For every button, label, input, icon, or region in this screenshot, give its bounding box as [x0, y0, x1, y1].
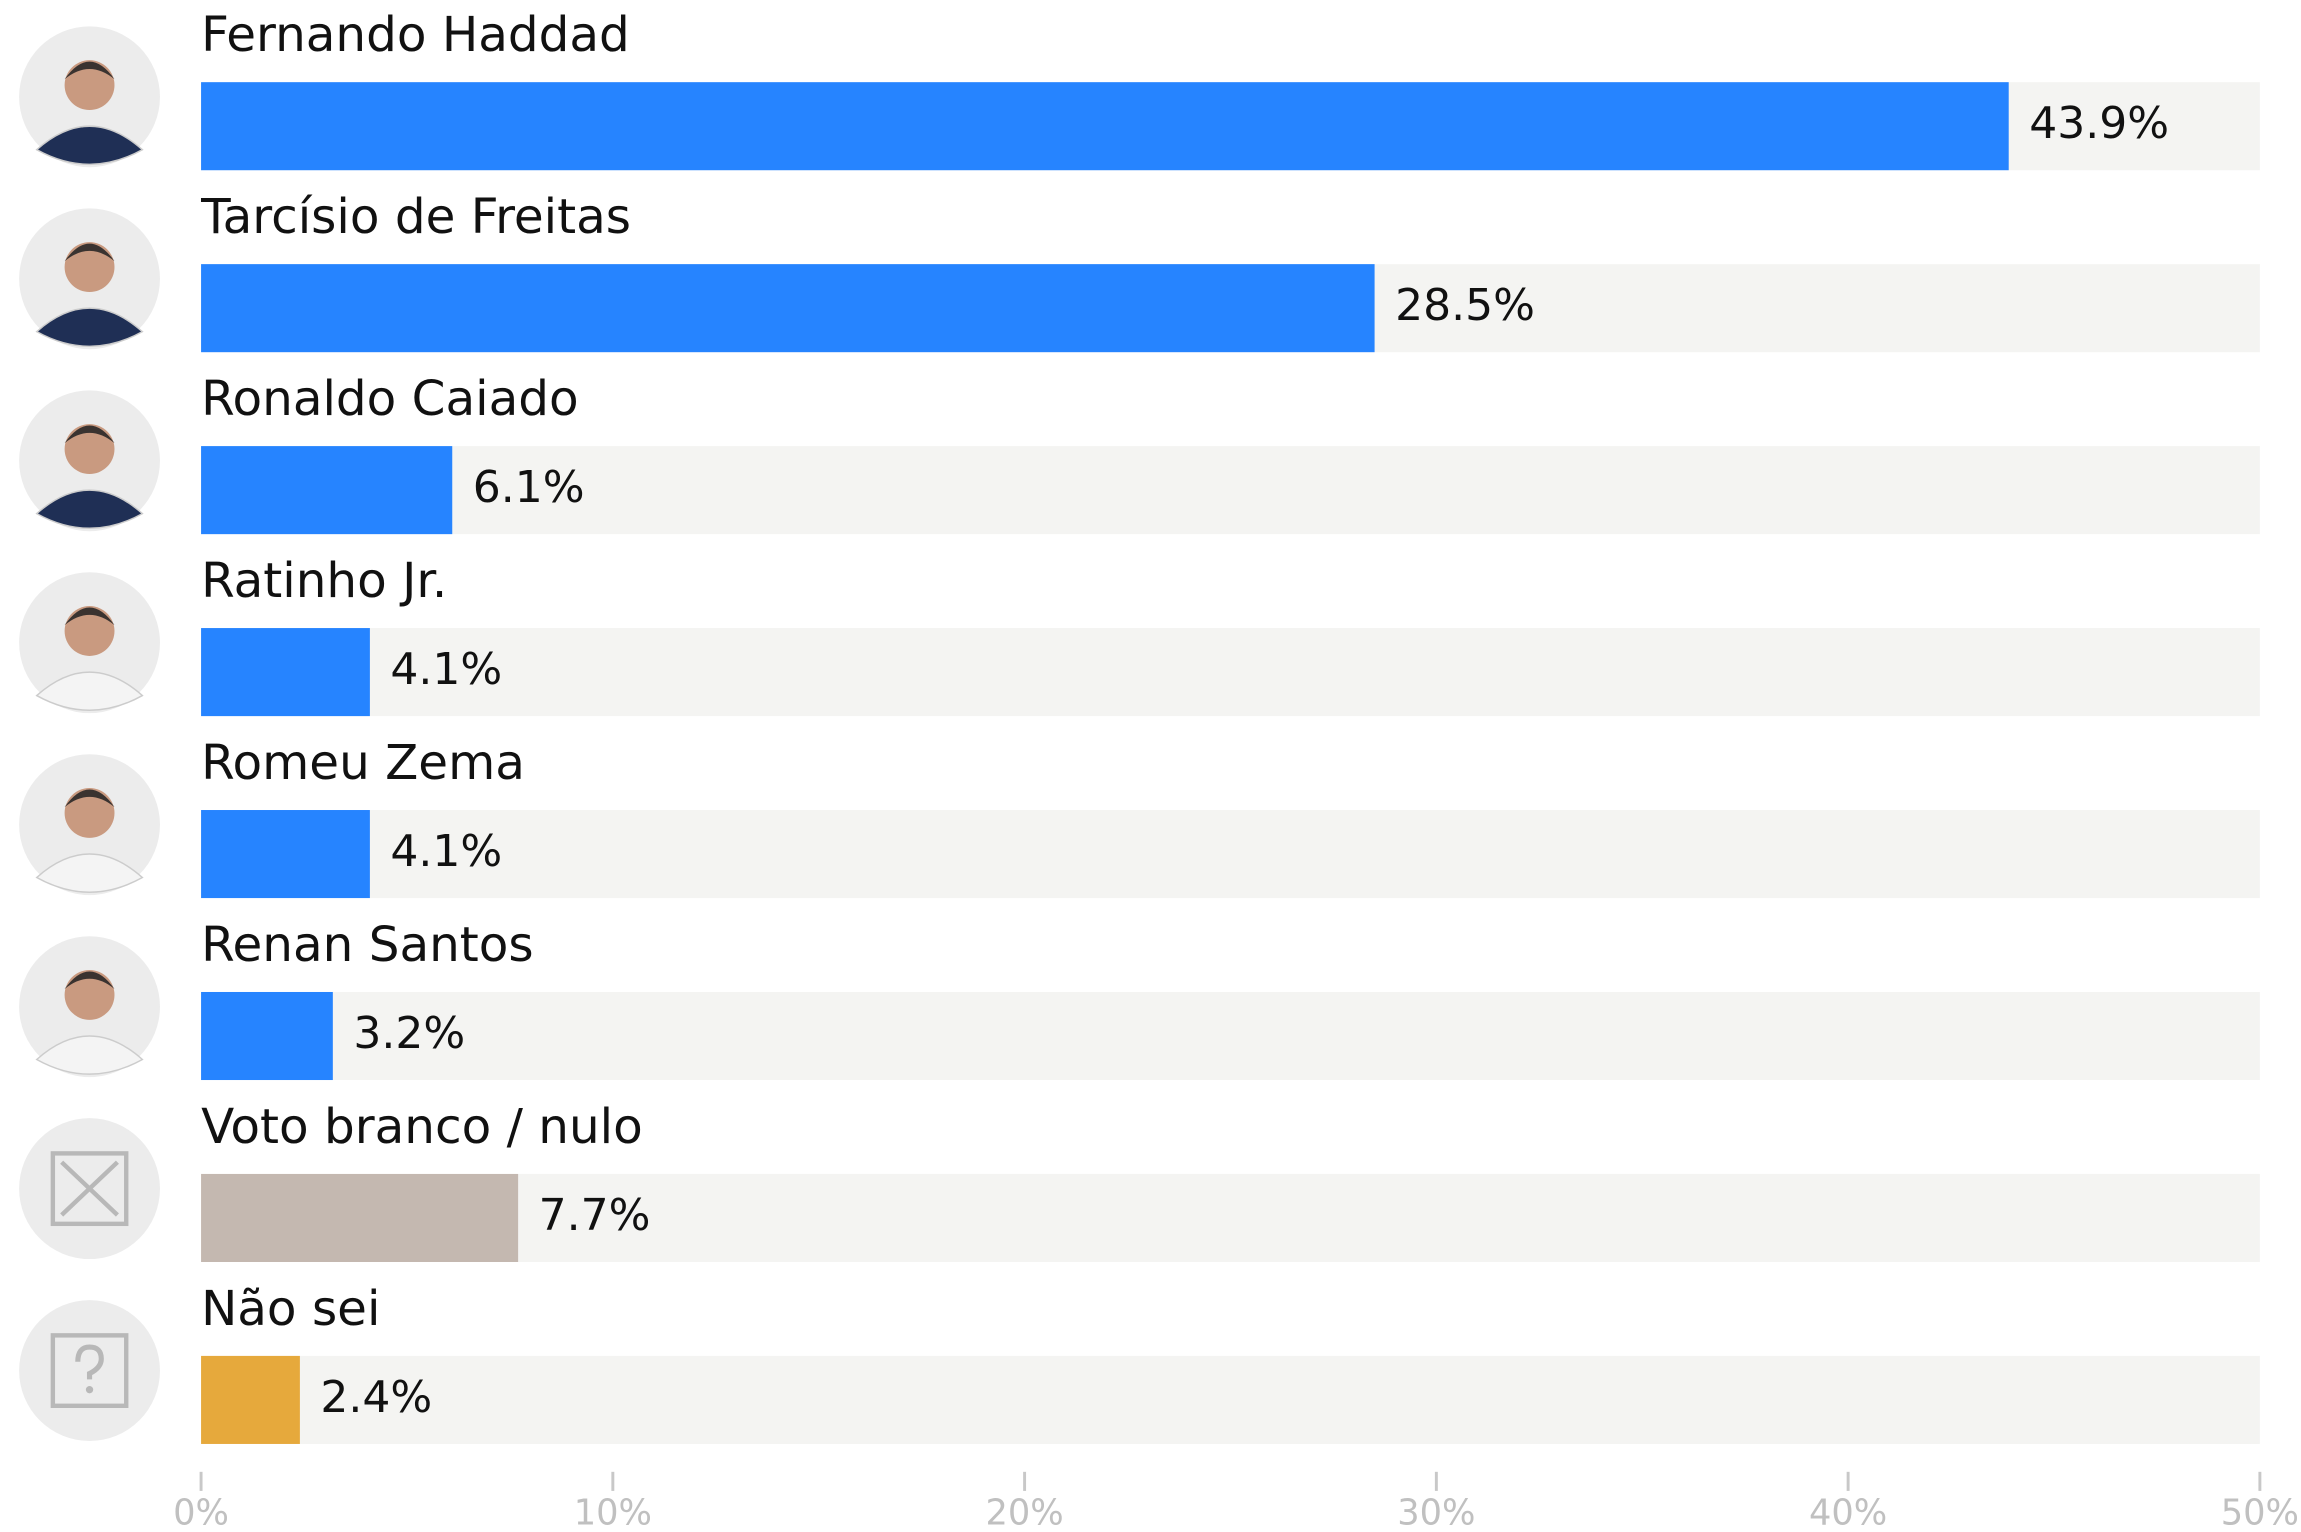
- category-label: Não sei: [201, 1281, 380, 1337]
- value-label: 7.7%: [539, 1190, 651, 1241]
- avatar: [19, 208, 160, 350]
- avatar-hair: [64, 61, 115, 80]
- icon-x: [60, 1160, 119, 1217]
- avatar-body: [35, 1035, 144, 1075]
- value-label: 2.4%: [320, 1372, 432, 1423]
- avatar-head: [64, 606, 115, 656]
- category-label: Fernando Haddad: [201, 7, 630, 63]
- avatar-hair: [64, 971, 115, 990]
- bar: [201, 1173, 519, 1262]
- value-label: 28.5%: [1395, 280, 1535, 331]
- avatar-circle: [19, 1300, 160, 1442]
- bar-track: [201, 628, 2260, 717]
- avatar-head: [64, 242, 115, 293]
- category-label: Tarcísio de Freitas: [200, 189, 631, 245]
- avatar-body: [35, 307, 144, 347]
- bar: [201, 446, 453, 535]
- bar: [201, 810, 370, 899]
- category-label: Ronaldo Caiado: [201, 371, 579, 427]
- avatar-body: [35, 125, 144, 165]
- category-label: Romeu Zema: [201, 735, 525, 791]
- bar-track: [201, 446, 2260, 535]
- value-label: 4.1%: [390, 826, 502, 877]
- bar-track: [201, 810, 2260, 899]
- x-tick-label: 30%: [1397, 1492, 1475, 1532]
- value-label: 3.2%: [353, 1008, 465, 1059]
- avatar: [19, 754, 160, 896]
- avatar: [19, 936, 160, 1078]
- bar: [201, 1355, 300, 1444]
- avatar: [19, 1300, 160, 1442]
- category-label: Renan Santos: [201, 917, 534, 973]
- bar: [201, 628, 370, 717]
- icon-box: [50, 1151, 129, 1227]
- avatar: [19, 390, 160, 532]
- icon-dot: [85, 1385, 94, 1394]
- bar: [201, 82, 2009, 171]
- x-tick-label: 20%: [985, 1492, 1063, 1532]
- bar: [201, 991, 333, 1081]
- bar-track: [201, 991, 2260, 1081]
- avatar: [19, 1118, 160, 1260]
- icon-question: [75, 1344, 104, 1380]
- avatar-hair: [64, 243, 115, 262]
- category-label: Ratinho Jr.: [201, 553, 447, 609]
- x-tick-label: 10%: [574, 1492, 652, 1532]
- avatar: [19, 572, 160, 714]
- icon-box: [50, 1333, 129, 1409]
- x-tick-label: 40%: [1809, 1492, 1887, 1532]
- value-label: 4.1%: [390, 644, 502, 695]
- avatar-hair: [64, 607, 115, 626]
- value-label: 43.9%: [2029, 98, 2169, 149]
- avatar-body: [35, 489, 144, 529]
- avatar-head: [64, 60, 115, 111]
- x-tick-label: 0%: [173, 1492, 229, 1532]
- x-tick-label: 50%: [2221, 1492, 2299, 1532]
- avatar-body: [35, 853, 144, 893]
- bar: [201, 264, 1375, 353]
- avatar-head: [64, 969, 115, 1020]
- avatar-body: [35, 671, 144, 711]
- avatar-hair: [64, 789, 115, 808]
- value-label: 6.1%: [473, 462, 585, 513]
- avatar-head: [64, 788, 115, 838]
- category-label: Voto branco / nulo: [201, 1099, 643, 1155]
- bar-track: [201, 1355, 2260, 1444]
- avatar-head: [64, 424, 115, 474]
- avatar-hair: [64, 425, 115, 444]
- bar-track: [201, 1173, 2260, 1262]
- avatar: [19, 26, 160, 168]
